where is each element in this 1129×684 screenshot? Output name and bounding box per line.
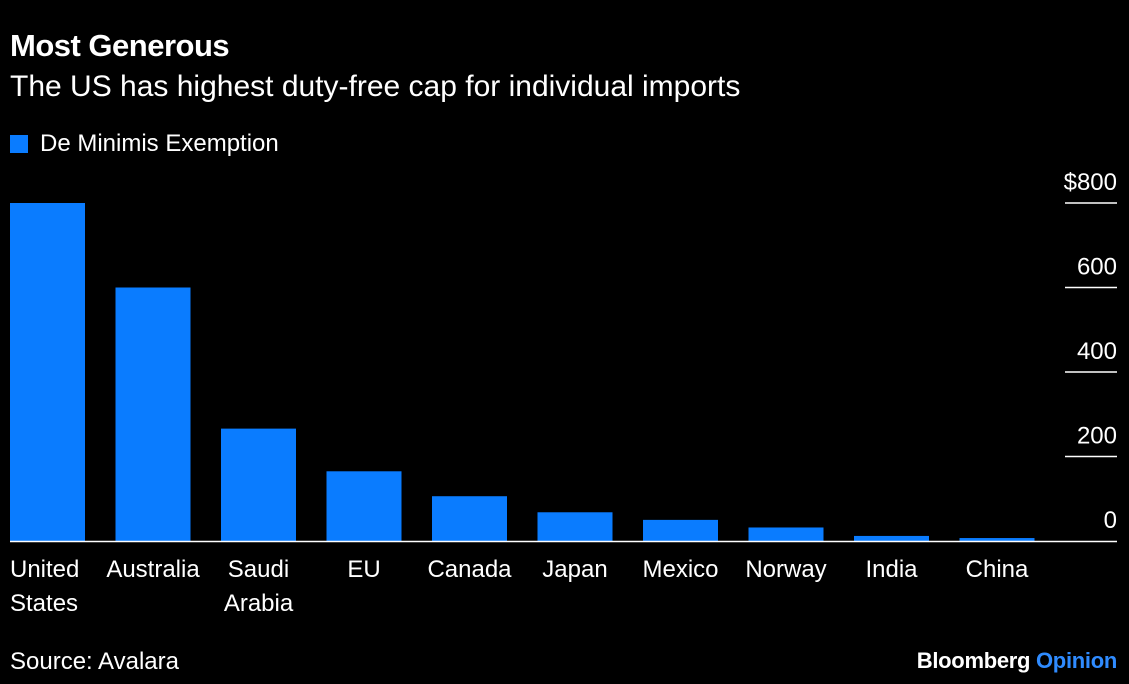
x-tick-label-line: China xyxy=(966,556,1029,583)
x-tick-label-line: Australia xyxy=(106,556,200,583)
x-tick-label-line: Arabia xyxy=(224,590,294,617)
source-note: Source: Avalara xyxy=(10,648,179,675)
bar xyxy=(959,538,1035,541)
x-tick-label: Saudi Arabia xyxy=(224,556,294,617)
chart-title: Most Generous xyxy=(10,28,230,63)
x-tick-label: EU xyxy=(347,556,380,583)
y-tick-label: $800 xyxy=(1064,169,1117,196)
bar xyxy=(326,471,402,541)
x-tick-label: India xyxy=(865,556,918,583)
bar xyxy=(115,287,191,541)
x-tick-label-line: States xyxy=(10,590,78,617)
x-tick-label: China xyxy=(966,556,1029,583)
bar xyxy=(10,203,85,541)
x-tick-label: Canada xyxy=(427,556,512,583)
x-tick-label-line: Norway xyxy=(745,556,826,583)
x-tick-label-line: Saudi xyxy=(228,556,289,583)
y-tick-label: 600 xyxy=(1077,254,1117,281)
x-tick-label-line: United xyxy=(10,556,79,583)
bar xyxy=(537,512,613,541)
brand-name: Bloomberg xyxy=(916,648,1031,673)
x-tick-label-line: Japan xyxy=(542,556,607,583)
x-tick-label: Mexico xyxy=(642,556,718,583)
y-tick-label: 0 xyxy=(1104,507,1117,534)
brand-sub: Opinion xyxy=(1036,648,1117,673)
bar xyxy=(221,428,296,541)
x-tick-label-line: Canada xyxy=(427,556,512,583)
bar xyxy=(748,527,824,541)
chart-subtitle: The US has highest duty-free cap for ind… xyxy=(10,70,741,103)
y-tick-label: 400 xyxy=(1077,338,1117,365)
x-tick-label-line: Mexico xyxy=(642,556,718,583)
legend: De Minimis Exemption xyxy=(10,130,279,158)
x-tick-label: Norway xyxy=(745,556,826,583)
bar xyxy=(643,519,718,541)
bar xyxy=(432,496,507,541)
x-tick-label-line: India xyxy=(865,556,918,583)
bar xyxy=(854,535,929,541)
x-tick-label: United States xyxy=(10,556,79,617)
legend-swatch xyxy=(10,135,28,153)
legend-label: De Minimis Exemption xyxy=(40,130,279,157)
x-tick-label-line: EU xyxy=(347,556,380,583)
x-tick-label: Australia xyxy=(106,556,200,583)
x-tick-label: Japan xyxy=(542,556,607,583)
bloomberg-opinion-logo: Bloomberg Opinion xyxy=(916,648,1118,674)
y-tick-label: 200 xyxy=(1077,423,1117,450)
